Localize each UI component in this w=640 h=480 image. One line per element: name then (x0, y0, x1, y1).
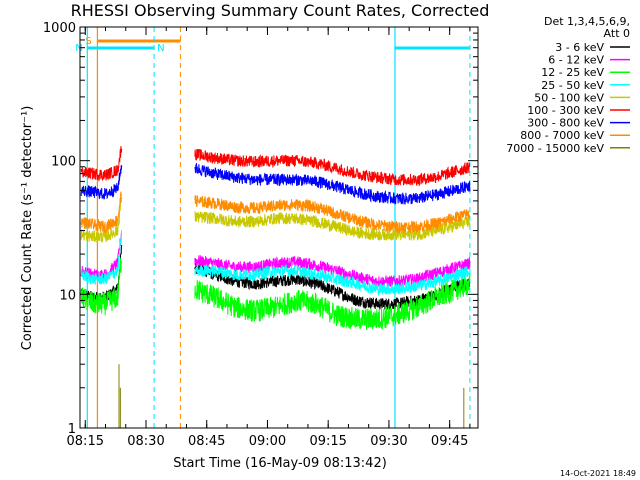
series-100-300kev-line (80, 146, 471, 187)
series-800-7000kev-line (80, 191, 471, 235)
legend-entry-label: 3 - 6 keV (555, 41, 604, 54)
series-50-100kev-line (80, 197, 471, 243)
series-12-25kev-line (80, 257, 471, 330)
interval-label: S (85, 36, 91, 47)
x-tick-label: 08:30 (127, 434, 164, 449)
legend-entry-label: 100 - 300 keV (527, 104, 604, 117)
y-tick-label: 100 (51, 155, 76, 170)
chart-title: RHESSI Observing Summary Count Rates, Co… (71, 1, 490, 20)
y-axis-label: Corrected Count Rate (s⁻¹ detector⁻¹) (20, 106, 35, 351)
y-tick-label: 10 (59, 288, 76, 303)
legend-header-detectors: Det 1,3,4,5,6,9, (544, 15, 630, 28)
legend-entry-label: 7000 - 15000 keV (506, 142, 604, 155)
y-tick-label: 1 (68, 422, 76, 437)
interval-label: N (75, 43, 82, 54)
legend-entry-label: 50 - 100 keV (534, 91, 604, 104)
axes: 08:15 08:30 08:45 09:00 09:15 09:30 09:45 1 10 10… (43, 21, 479, 449)
legend-entry-label: 800 - 7000 keV (520, 129, 604, 142)
series-6-12kev-line (80, 232, 471, 289)
series-300-800kev-line (80, 163, 471, 205)
legend-entry-label: 6 - 12 keV (548, 54, 604, 67)
x-tick-label: 08:15 (67, 434, 104, 449)
legend-entry-label: 25 - 50 keV (541, 79, 604, 92)
x-tick-label: 09:45 (431, 434, 468, 449)
series-25-50kev-line (80, 230, 471, 297)
x-tick-label: 09:15 (309, 434, 346, 449)
x-tick-label: 09:30 (370, 434, 407, 449)
x-axis-label: Start Time (16-May-09 08:13:42) (173, 456, 387, 471)
legend-header-attenuator: Att 0 (604, 27, 630, 40)
plot-area: SN N (75, 27, 471, 428)
legend-entry-label: 300 - 800 keV (527, 117, 604, 130)
x-tick-label: 09:00 (249, 434, 286, 449)
legend-entry-label: 12 - 25 keV (541, 66, 604, 79)
footer-timestamp: 14-Oct-2021 18:49 (560, 469, 636, 478)
x-tick-label: 08:45 (188, 434, 225, 449)
axes-frame (79, 26, 479, 429)
night-label: N (157, 43, 164, 54)
y-tick-label: 1000 (43, 21, 76, 36)
